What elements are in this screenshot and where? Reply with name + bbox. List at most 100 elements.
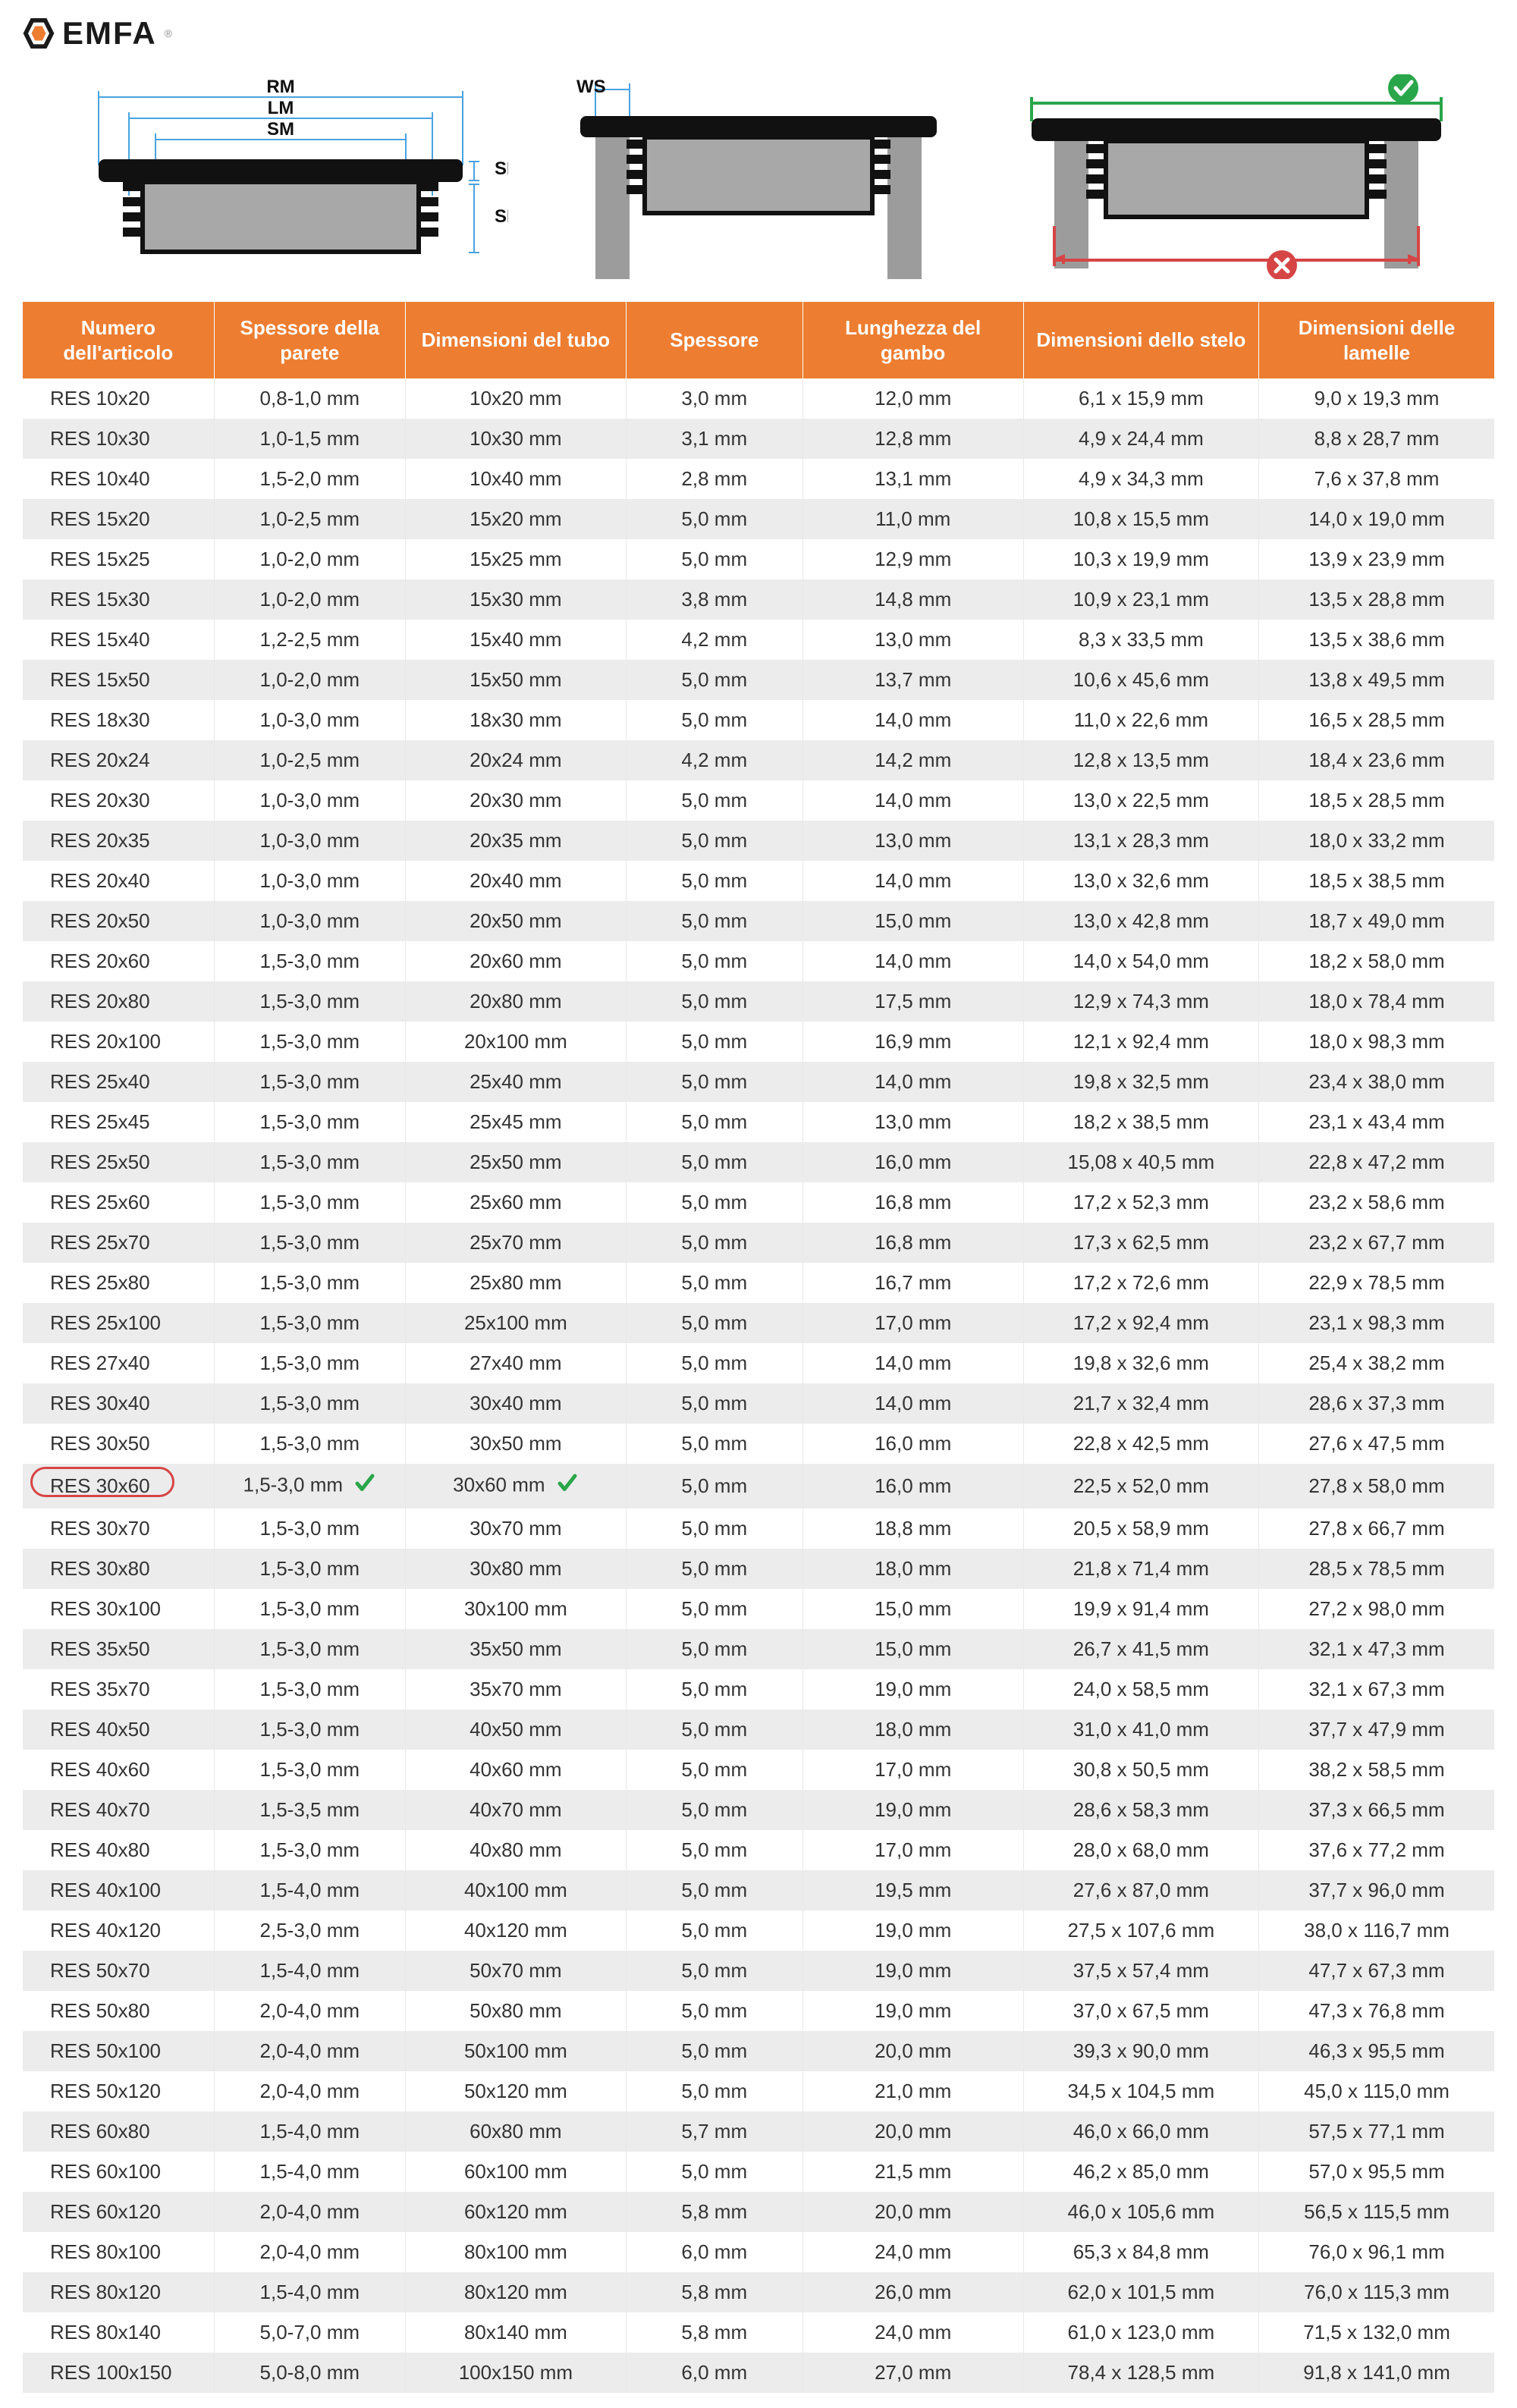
table-cell: 13,0 mm <box>802 620 1023 660</box>
table-row: RES 10x401,5-2,0 mm10x40 mm2,8 mm13,1 mm… <box>23 459 1494 499</box>
label-sm: SM <box>267 119 294 140</box>
table-row: RES 50x1202,0-4,0 mm50x120 mm5,0 mm21,0 … <box>23 2071 1494 2111</box>
table-cell: 5,0 mm <box>626 1464 802 1509</box>
table-cell: 21,0 mm <box>802 2071 1023 2111</box>
table-cell: 21,8 x 71,4 mm <box>1023 1549 1258 1589</box>
table-cell: 20,0 mm <box>802 2192 1023 2232</box>
table-cell: 25x45 mm <box>405 1102 626 1142</box>
diagram-correct-incorrect <box>1009 74 1464 279</box>
table-cell: 20x30 mm <box>405 780 626 821</box>
table-cell: 5,0 mm <box>626 1589 802 1629</box>
table-cell: RES 25x45 <box>23 1102 214 1142</box>
brand-logo: EMFA ® <box>23 15 1494 52</box>
column-header: Spessore della parete <box>214 302 405 378</box>
table-cell: 62,0 x 101,5 mm <box>1023 2272 1258 2312</box>
table-cell: 15x20 mm <box>405 499 626 539</box>
table-cell: 5,0 mm <box>626 1509 802 1549</box>
table-row: RES 35x501,5-3,0 mm35x50 mm5,0 mm15,0 mm… <box>23 1629 1494 1669</box>
table-cell: 5,0 mm <box>626 1142 802 1182</box>
table-row: RES 25x401,5-3,0 mm25x40 mm5,0 mm14,0 mm… <box>23 1062 1494 1102</box>
table-cell: 27,6 x 87,0 mm <box>1023 1870 1258 1910</box>
table-cell: 1,5-3,0 mm <box>214 1383 405 1424</box>
table-cell: 27,8 x 58,0 mm <box>1259 1464 1494 1509</box>
table-cell: 71,5 x 132,0 mm <box>1259 2312 1494 2353</box>
table-cell: 5,8 mm <box>626 2312 802 2353</box>
table-cell: 5,0 mm <box>626 941 802 981</box>
table-row: RES 20x601,5-3,0 mm20x60 mm5,0 mm14,0 mm… <box>23 941 1494 981</box>
column-header: Spessore <box>626 302 802 378</box>
spec-table: Numero dell'articoloSpessore della paret… <box>23 302 1494 2393</box>
table-row: RES 25x1001,5-3,0 mm25x100 mm5,0 mm17,0 … <box>23 1303 1494 1343</box>
table-cell: 13,7 mm <box>802 660 1023 700</box>
table-cell: 10x40 mm <box>405 459 626 499</box>
table-cell: RES 25x80 <box>23 1263 214 1303</box>
table-cell: RES 20x80 <box>23 981 214 1022</box>
table-cell: 5,8 mm <box>626 2192 802 2232</box>
table-cell: 20x40 mm <box>405 861 626 901</box>
table-cell: 2,0-4,0 mm <box>214 2071 405 2111</box>
label-lm: LM <box>268 98 294 118</box>
table-cell: 5,0 mm <box>626 2031 802 2071</box>
table-row: RES 50x1002,0-4,0 mm50x100 mm5,0 mm20,0 … <box>23 2031 1494 2071</box>
table-cell: 17,2 x 72,6 mm <box>1023 1263 1258 1303</box>
table-row: RES 15x301,0-2,0 mm15x30 mm3,8 mm14,8 mm… <box>23 579 1494 620</box>
table-cell: 28,0 x 68,0 mm <box>1023 1830 1258 1870</box>
table-cell: 1,5-4,0 mm <box>214 2111 405 2152</box>
table-cell: 27,8 x 66,7 mm <box>1259 1509 1494 1549</box>
label-rm: RM <box>266 77 294 97</box>
table-cell: 50x120 mm <box>405 2071 626 2111</box>
table-cell: 22,9 x 78,5 mm <box>1259 1263 1494 1303</box>
table-cell: RES 50x70 <box>23 1951 214 1991</box>
table-cell: 1,0-2,5 mm <box>214 499 405 539</box>
table-cell: 5,0 mm <box>626 2071 802 2111</box>
table-cell: RES 50x80 <box>23 1991 214 2031</box>
table-cell: 2,0-4,0 mm <box>214 2232 405 2272</box>
check-icon <box>556 1472 579 1500</box>
table-cell: 19,0 mm <box>802 1991 1023 2031</box>
table-cell: 14,0 x 54,0 mm <box>1023 941 1258 981</box>
table-cell: 23,4 x 38,0 mm <box>1259 1062 1494 1102</box>
table-cell: 57,5 x 77,1 mm <box>1259 2111 1494 2152</box>
table-cell: 80x100 mm <box>405 2232 626 2272</box>
table-cell: 23,1 x 43,4 mm <box>1259 1102 1494 1142</box>
table-cell: 28,6 x 58,3 mm <box>1023 1790 1258 1830</box>
table-cell: 18,0 mm <box>802 1709 1023 1750</box>
table-cell: 14,0 mm <box>802 941 1023 981</box>
table-cell: 18,8 mm <box>802 1509 1023 1549</box>
table-cell: 1,5-3,0 mm <box>214 981 405 1022</box>
table-cell: 6,1 x 15,9 mm <box>1023 378 1258 419</box>
table-cell: 37,5 x 57,4 mm <box>1023 1951 1258 1991</box>
table-row: RES 50x802,0-4,0 mm50x80 mm5,0 mm19,0 mm… <box>23 1991 1494 2031</box>
table-cell: 60x80 mm <box>405 2111 626 2152</box>
table-row: RES 27x401,5-3,0 mm27x40 mm5,0 mm14,0 mm… <box>23 1343 1494 1383</box>
table-cell: RES 25x70 <box>23 1223 214 1263</box>
table-cell: 21,5 mm <box>802 2152 1023 2192</box>
table-cell: RES 60x80 <box>23 2111 214 2152</box>
table-cell: RES 40x120 <box>23 1910 214 1951</box>
table-cell: 40x120 mm <box>405 1910 626 1951</box>
table-cell: 5,0 mm <box>626 539 802 579</box>
table-cell: 13,8 x 49,5 mm <box>1259 660 1494 700</box>
table-cell: 1,0-2,0 mm <box>214 539 405 579</box>
table-cell: 15,0 mm <box>802 1629 1023 1669</box>
table-cell: 32,1 x 67,3 mm <box>1259 1669 1494 1709</box>
table-cell: 4,9 x 24,4 mm <box>1023 419 1258 459</box>
table-cell: 5,0 mm <box>626 660 802 700</box>
table-row: RES 60x1202,0-4,0 mm60x120 mm5,8 mm20,0 … <box>23 2192 1494 2232</box>
table-cell: RES 20x50 <box>23 901 214 941</box>
table-cell: RES 20x40 <box>23 861 214 901</box>
table-cell: RES 50x100 <box>23 2031 214 2071</box>
table-cell: 1,5-3,0 mm <box>214 1142 405 1182</box>
table-cell: 18,2 x 38,5 mm <box>1023 1102 1258 1142</box>
table-row: RES 40x1202,5-3,0 mm40x120 mm5,0 mm19,0 … <box>23 1910 1494 1951</box>
table-header: Numero dell'articoloSpessore della paret… <box>23 302 1494 378</box>
table-cell: 1,5-2,0 mm <box>214 459 405 499</box>
table-row: RES 15x401,2-2,5 mm15x40 mm4,2 mm13,0 mm… <box>23 620 1494 660</box>
table-cell: 1,5-4,0 mm <box>214 2152 405 2192</box>
table-cell: RES 30x80 <box>23 1549 214 1589</box>
table-cell: 28,5 x 78,5 mm <box>1259 1549 1494 1589</box>
table-cell: 25x70 mm <box>405 1223 626 1263</box>
table-cell: 14,0 mm <box>802 1062 1023 1102</box>
table-cell: 27x40 mm <box>405 1343 626 1383</box>
table-cell: 5,0 mm <box>626 981 802 1022</box>
